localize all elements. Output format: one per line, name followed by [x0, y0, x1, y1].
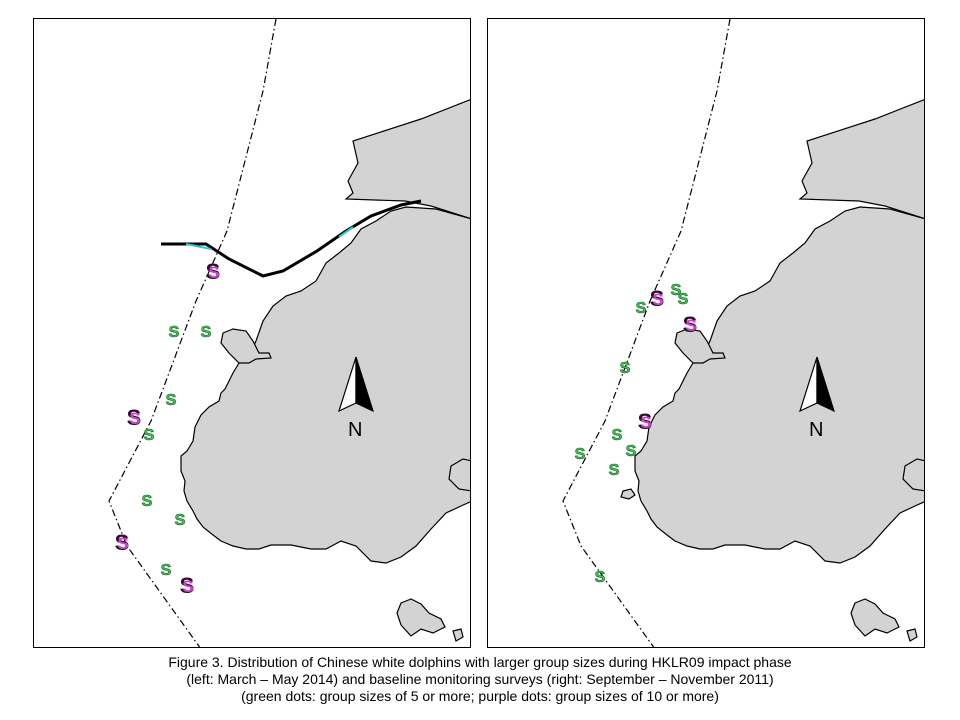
land-west-rock	[620, 488, 636, 500]
land-small-island-west	[220, 328, 272, 364]
sighting-marker-purple: S	[652, 290, 663, 309]
marine-boundary-line	[562, 19, 731, 647]
sighting-marker-purple: S	[182, 577, 193, 596]
sighting-marker-green: S	[166, 392, 177, 409]
sighting-marker-purple: S	[208, 263, 219, 282]
sighting-marker-green: S	[575, 446, 586, 463]
north-arrow-label: N	[348, 419, 362, 441]
sighting-marker-purple-outline: S	[206, 259, 221, 284]
sighting-marker-green: S	[595, 569, 606, 586]
land-masses	[620, 99, 924, 642]
sighting-marker-green: S	[620, 360, 631, 377]
sighting-marker-purple-outline: S	[115, 530, 130, 555]
sighting-marker-green: S	[678, 291, 689, 308]
land-main-island	[634, 206, 924, 564]
land-east-islet	[902, 458, 924, 492]
sighting-marker-green: S	[142, 493, 153, 510]
sighting-marker-purple: S	[685, 316, 696, 335]
sighting-marker-purple-outline: S	[127, 405, 142, 430]
figure-caption: Figure 3. Distribution of Chinese white …	[0, 654, 960, 705]
sighting-marker-green: S	[169, 324, 180, 341]
sighting-marker-purple-outline: S	[638, 409, 653, 434]
sighting-marker-purple: S	[640, 413, 651, 432]
land-small-island-west	[674, 328, 726, 364]
sighting-marker-green: S	[612, 427, 623, 444]
sighting-marker-purple: S	[129, 409, 140, 428]
sighting-marker-purple-outline: S	[683, 312, 698, 337]
sighting-marker-green: S	[144, 427, 155, 444]
land-south-islet	[452, 628, 464, 642]
sighting-marker-green: S	[671, 282, 682, 299]
north-arrow: N	[799, 356, 835, 441]
land-south-islet	[906, 628, 918, 642]
caption-line-1: Figure 3. Distribution of Chinese white …	[168, 654, 792, 670]
land-north	[344, 99, 470, 219]
sighting-marker-purple: S	[117, 534, 128, 553]
sighting-marker-green: S	[201, 324, 212, 341]
sighting-marker-green: S	[161, 562, 172, 579]
land-north	[798, 99, 924, 219]
marine-boundary-line	[108, 19, 277, 647]
land-south-island	[396, 598, 446, 637]
land-east-islet	[448, 458, 470, 492]
sighting-marker-purple-outline: S	[650, 286, 665, 311]
sighting-marker-purple-outline: S	[180, 573, 195, 598]
sighting-marker-green: S	[626, 443, 637, 460]
sighting-marker-green: S	[636, 300, 647, 317]
north-arrow-label: N	[809, 419, 823, 441]
caption-line-2: (left: March – May 2014) and baseline mo…	[186, 671, 774, 687]
land-south-island	[850, 598, 900, 637]
north-arrow: N	[338, 356, 374, 441]
sighting-marker-green: S	[609, 462, 620, 479]
sighting-marker-green: S	[175, 512, 186, 529]
land-masses	[180, 99, 470, 642]
bridge-alignment	[161, 199, 422, 278]
land-main-island	[180, 206, 470, 564]
caption-line-3: (green dots: group sizes of 5 or more; p…	[241, 688, 719, 704]
